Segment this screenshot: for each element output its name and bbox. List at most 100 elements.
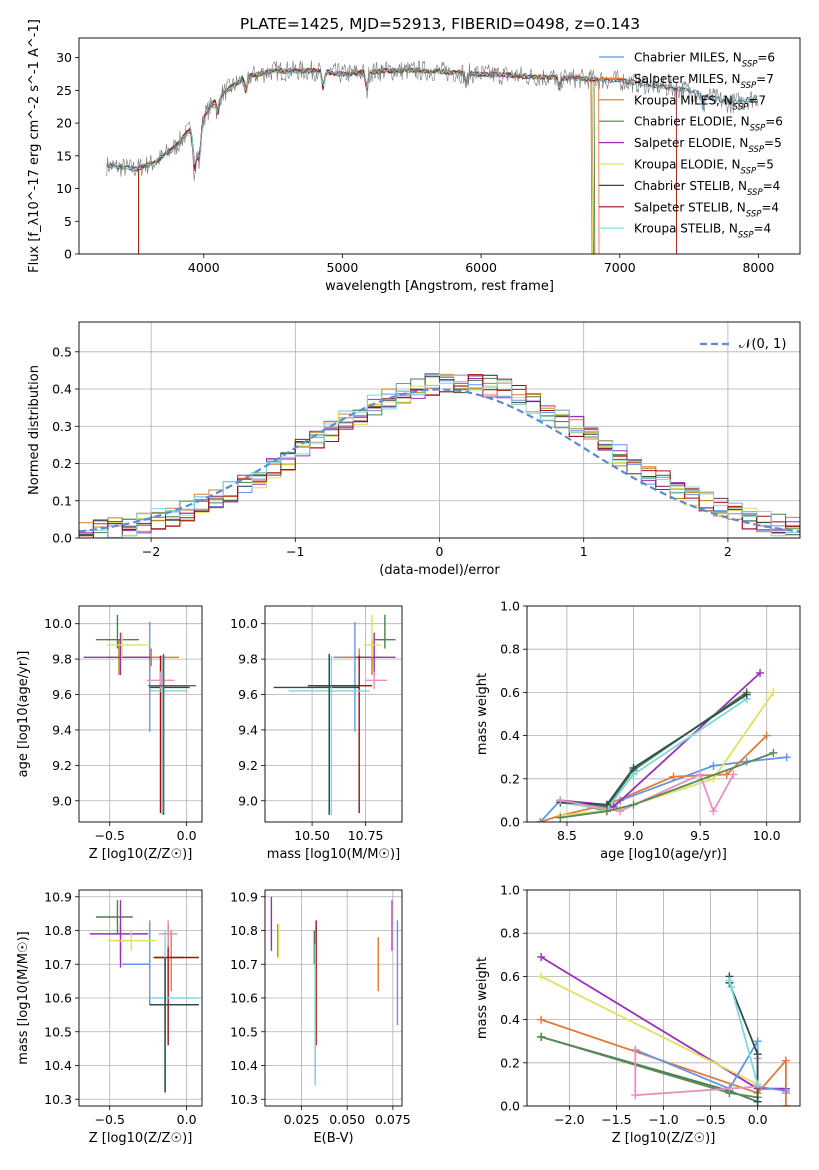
x-axis-label: E(B-V) [313, 1131, 353, 1146]
axes-frame [264, 889, 403, 1107]
plus-marker [536, 818, 545, 822]
plus-marker [781, 1086, 790, 1095]
plus-marker [709, 774, 718, 783]
legend-label: Kroupa ELODIE, NSSP=5 [634, 158, 774, 177]
model-spectrum-line [138, 67, 600, 254]
y-tick-label: 0.2 [500, 1055, 520, 1070]
y-tick-label: 0.0 [500, 815, 520, 830]
y-tick-label: 0.3 [52, 419, 72, 434]
model-spectrum-line [138, 67, 593, 254]
axes-frame [526, 605, 801, 823]
y-tick-label: 10.8 [44, 923, 72, 938]
y-tick-label: 10.5 [44, 1024, 72, 1039]
y-tick-label: 0.4 [500, 728, 520, 743]
plus-marker [762, 731, 771, 740]
axes-mass_vs_ebv: 0.025 0.050 0.075 10.3 10.4 10.5 10.6 10.7 10.8 1… [230, 889, 411, 1146]
x-tick-label: 10.75 [348, 828, 384, 843]
y-tick-label: 10.9 [230, 889, 258, 904]
chart-layer: 4000 5000 6000 7000 8000051015202530waveleng… [16, 19, 801, 1146]
x-axis-label: Z [log10(Z/Z☉)] [89, 1131, 193, 1146]
axes-frame [264, 605, 403, 823]
y-tick-label: 10.7 [44, 957, 72, 972]
x-tick-label: −2 [142, 544, 160, 559]
plus-marker [781, 1056, 790, 1065]
plus-marker [629, 764, 638, 772]
x-axis-label: Z [log10(Z/Z☉)] [89, 847, 193, 862]
plus-marker [727, 983, 736, 992]
x-tick-label: 5000 [327, 260, 359, 275]
y-tick-label: 5 [64, 214, 72, 229]
x-tick-label: −1.0 [648, 1112, 678, 1127]
plot-area-weight_vs_age [536, 668, 791, 822]
plus-marker [753, 1080, 762, 1089]
plot-area-residuals [79, 373, 800, 538]
y-axis-label: Normed distribution [27, 365, 42, 495]
y-tick-label: 9.2 [238, 758, 258, 773]
plot-area-mass_vs_ebv [270, 896, 399, 1086]
plus-marker [753, 1037, 762, 1046]
model-spectrum-line [106, 67, 758, 171]
plus-marker [709, 807, 718, 816]
plus-marker [556, 813, 565, 822]
y-tick-label: 30 [56, 50, 72, 65]
legend-label: Chabrier MILES, NSSP=6 [634, 51, 775, 70]
legend-label: Salpeter STELIB, NSSP=4 [634, 200, 779, 219]
y-tick-label: 9.2 [52, 758, 72, 773]
axes-frame [78, 605, 203, 823]
y-tick-label: 10.7 [230, 957, 258, 972]
plus-marker [756, 668, 765, 677]
y-tick-label: 25 [56, 83, 72, 98]
y-tick-label: 10.0 [44, 616, 72, 631]
y-tick-label: 1.0 [500, 599, 520, 614]
y-tick-label: 0.4 [52, 382, 72, 397]
plus-marker [669, 772, 678, 781]
y-tick-label: 10.6 [230, 991, 258, 1006]
plus-marker [537, 952, 546, 961]
y-tick-label: 10.5 [230, 1024, 258, 1039]
plus-marker [753, 1050, 762, 1059]
x-tick-label: 0.025 [284, 1112, 320, 1127]
x-tick-label: 4000 [188, 260, 220, 275]
y-tick-label: 0.6 [500, 969, 520, 984]
x-tick-label: −0.5 [95, 1112, 125, 1127]
y-tick-label: 9.4 [52, 722, 72, 737]
legend-label: Salpeter MILES, NSSP=7 [634, 72, 774, 91]
x-tick-label: −0.5 [95, 828, 125, 843]
plus-marker [629, 800, 638, 809]
histogram-step-line [79, 374, 800, 538]
x-axis-label: wavelength [Angstrom, rest frame] [325, 279, 554, 294]
y-tick-label: 0.2 [500, 771, 520, 786]
y-tick-label: 9.0 [238, 793, 258, 808]
plot-area-mass_vs_z [89, 900, 199, 1093]
y-tick-label: 0.8 [500, 926, 520, 941]
plus-marker [782, 753, 791, 762]
plus-marker [729, 770, 738, 779]
legend-spectrum: Chabrier MILES, NSSP=6 Salpeter MILES, NS… [599, 51, 783, 241]
y-tick-label: 9.4 [238, 722, 258, 737]
x-tick-label: 6000 [465, 260, 497, 275]
mass-weight-line [560, 693, 748, 806]
plus-marker [537, 1032, 546, 1041]
y-tick-label: 15 [56, 148, 72, 163]
legend-label: Chabrier STELIB, NSSP=4 [634, 179, 780, 198]
y-axis-label: age [log10(age/yr)] [16, 651, 31, 778]
y-tick-label: 9.8 [52, 652, 72, 667]
y-tick-label: 9.6 [238, 687, 258, 702]
x-tick-label: 0.0 [177, 828, 197, 843]
legend-label-normal: 𝒩(0, 1) [739, 337, 786, 352]
plus-marker [725, 976, 734, 985]
histogram-step-line [79, 380, 800, 538]
axes-age_vs_mass: 10.50 10.75 9.0 9.2 9.4 9.6 9.8 10.0 mass [log10… [230, 605, 403, 862]
model-spectrum-line [106, 67, 594, 254]
y-tick-label: 0.0 [52, 531, 72, 546]
plus-marker [781, 1102, 790, 1106]
x-axis-label: age [log10(age/yr)] [600, 847, 727, 862]
axes-frame [526, 889, 801, 1107]
normal-reference-curve [79, 388, 800, 533]
x-tick-label: 8000 [742, 260, 774, 275]
y-tick-label: 20 [56, 116, 72, 131]
x-tick-label: 8.5 [557, 828, 577, 843]
axes-residuals: −2 −1 0 1 2 0.0 0.1 0.2 0.3 0.4 0.5 (data-model)/er… [27, 321, 801, 578]
mass-weight-line [540, 975, 759, 1086]
